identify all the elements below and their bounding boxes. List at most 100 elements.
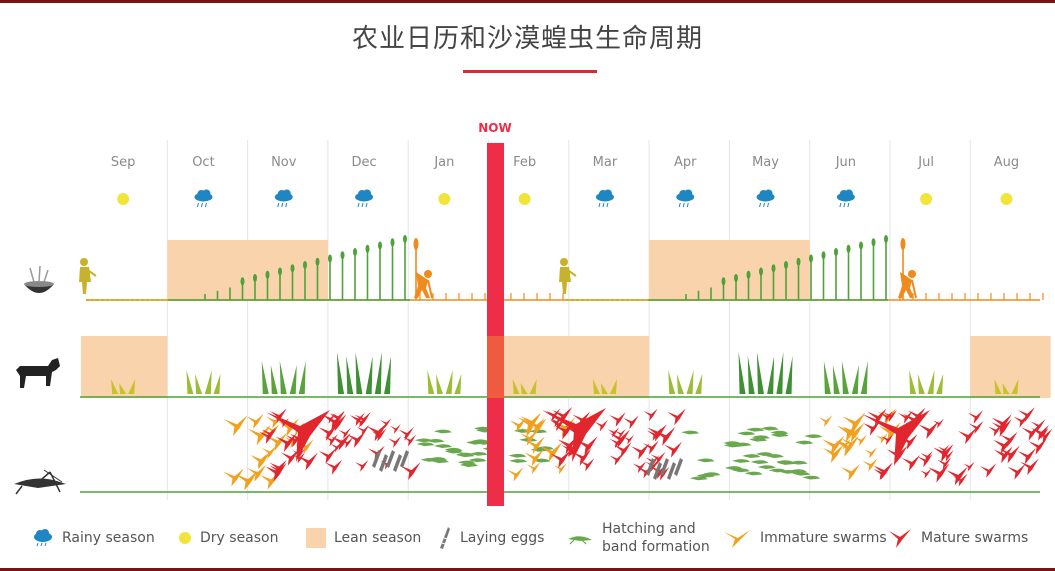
grain-head: [328, 254, 332, 263]
month-label-mar: Mar: [593, 155, 618, 170]
grain-head: [378, 241, 382, 250]
top-border: [0, 0, 1055, 3]
grain-head: [771, 264, 776, 273]
locust-mark: [261, 426, 277, 441]
hopper-mark: [732, 468, 751, 473]
bottom-border: [0, 568, 1055, 571]
hopper-mark: [802, 475, 821, 480]
hopper-icon: [568, 535, 592, 544]
grain-head: [809, 254, 813, 263]
locust-mark: [387, 436, 402, 448]
locust-mark: [521, 425, 534, 437]
locust-mark: [991, 419, 1012, 437]
locust-mark: [507, 467, 524, 482]
locust-mark: [667, 408, 686, 426]
locust-mark: [1036, 428, 1053, 443]
rainy-cloud-icon: [756, 189, 775, 208]
locust-mark: [932, 418, 944, 429]
locust-mark: [614, 428, 626, 439]
grain-head: [859, 241, 863, 250]
locust-mark: [550, 450, 571, 469]
locust-mark: [920, 450, 933, 462]
grass-tuft-icon: [186, 370, 221, 394]
legend-mature: Mature swarms: [887, 515, 1028, 560]
locust-mark: [632, 461, 647, 474]
locust-icon: [14, 469, 66, 495]
rainy-cloud-icon: [34, 528, 52, 546]
locust-mark: [979, 463, 997, 478]
grain-head: [403, 235, 407, 243]
hopper-mark: [420, 457, 439, 462]
grain-head: [734, 274, 738, 282]
locust-mark: [623, 415, 639, 430]
egg-pod-mark: [646, 458, 655, 476]
legend-label-dry: Dry season: [200, 529, 279, 546]
month-label-jan: Jan: [433, 155, 454, 170]
hopper-mark: [732, 459, 751, 463]
locust-mark: [841, 435, 860, 452]
locust-mark: [520, 430, 538, 446]
locust-mark: [266, 432, 288, 451]
hopper-mark: [508, 453, 527, 458]
locust-mark: [525, 436, 545, 454]
lean-block-crop: [649, 240, 730, 300]
locust-mark: [594, 419, 608, 432]
hopper-mark: [434, 429, 453, 434]
legend-immature: Immature swarms: [722, 515, 887, 560]
egg-pod-mark: [372, 450, 381, 468]
mature-swarm: [259, 408, 421, 482]
sun-dot-icon: [117, 193, 130, 205]
lean-block-crop: [729, 240, 810, 300]
hopper-mark: [733, 442, 752, 447]
month-label-oct: Oct: [192, 155, 214, 170]
hopper-mark: [770, 433, 789, 438]
legend: Rainy season Dry season Lean season Layi…: [0, 515, 1055, 560]
hopper-mark: [804, 434, 823, 439]
rainy-cloud-icon: [194, 189, 213, 208]
legend-label-rainy: Rainy season: [62, 529, 155, 546]
locust-mark: [880, 434, 894, 446]
locust-mark: [664, 441, 682, 458]
locust-mark: [270, 408, 287, 424]
crop-timeline: [86, 235, 1044, 301]
grain-head: [303, 261, 307, 269]
goat-icon: [16, 358, 60, 388]
grass-tuft-icon: [337, 352, 392, 394]
locust-mark: [278, 418, 300, 437]
now-marker: [487, 143, 504, 506]
locust-mark: [623, 434, 634, 445]
locust-mark: [579, 458, 595, 472]
grain-head: [759, 267, 763, 276]
locust-mark: [933, 443, 954, 463]
hopper-mark: [795, 440, 814, 445]
locust-mark: [552, 406, 573, 425]
locust-mark: [269, 463, 284, 476]
legend-label-eggs: Laying eggs: [460, 529, 545, 546]
grain-head: [746, 270, 751, 279]
locust-mark: [355, 459, 369, 472]
locust-mark: [553, 463, 567, 475]
locust-mark: [1021, 424, 1040, 441]
locust-mark: [259, 428, 277, 444]
sowing-farmer-icon: [79, 258, 97, 294]
month-label-apr: Apr: [674, 155, 697, 170]
hopper-mark: [746, 427, 765, 432]
locust-mark: [247, 424, 271, 446]
locust-mark: [822, 435, 845, 456]
hopper-mark: [770, 430, 789, 435]
locust-mark: [842, 412, 866, 433]
locust-mark: [330, 433, 351, 451]
month-label-sep: Sep: [111, 155, 136, 170]
hopper-mark: [768, 468, 787, 473]
grain-head: [821, 251, 826, 260]
locust-mark: [1000, 431, 1018, 448]
egg-pod-mark: [393, 454, 402, 472]
locust-mark: [338, 427, 351, 439]
now-label: NOW: [478, 121, 511, 135]
lean-block-pasture: [568, 336, 650, 398]
now-marker-overlap: [487, 336, 504, 398]
immature-locust-icon: [724, 529, 750, 548]
locust-mark: [1020, 458, 1039, 476]
large-mature-locust: [266, 410, 330, 462]
locust-mark: [353, 415, 368, 428]
